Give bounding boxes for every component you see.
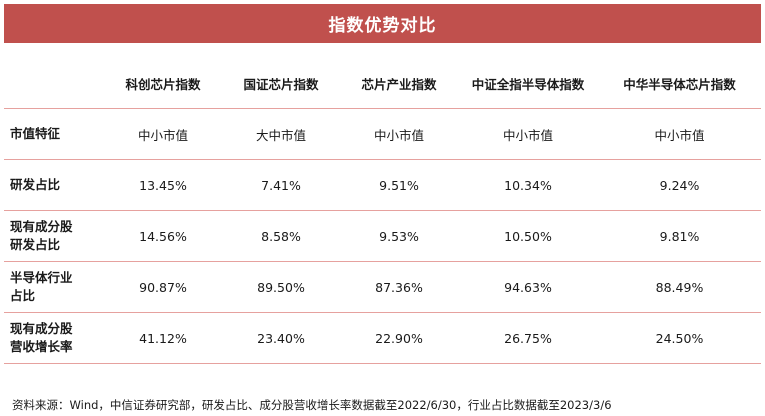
row-label-line: 营收增长率 (10, 339, 73, 354)
row-label-line: 研发占比 (10, 237, 61, 252)
column-header: 中证全指半导体指数 (458, 58, 598, 109)
column-header: 科创芯片指数 (104, 58, 222, 109)
table-cell: 8.58% (222, 210, 340, 262)
table-cell: 大中市值 (222, 108, 340, 160)
table-cell: 24.50% (598, 312, 761, 364)
table-cell: 88.49% (598, 261, 761, 313)
table-cell: 9.53% (340, 210, 458, 262)
table-cell: 41.12% (104, 312, 222, 364)
corner-cell (4, 58, 104, 109)
column-header: 中华半导体芯片指数 (598, 58, 761, 109)
table-cell: 9.51% (340, 159, 458, 211)
column-header: 芯片产业指数 (340, 58, 458, 109)
table-cell: 中小市值 (458, 108, 598, 160)
table-cell: 中小市值 (104, 108, 222, 160)
table-cell: 90.87% (104, 261, 222, 313)
table-row: 现有成分股 营收增长率 41.12% 23.40% 22.90% 26.75% … (4, 312, 761, 364)
row-label-line: 现有成分股 (10, 321, 73, 336)
table-cell: 14.56% (104, 210, 222, 262)
table-cell: 9.24% (598, 159, 761, 211)
row-label: 研发占比 (4, 159, 104, 211)
row-label: 半导体行业 占比 (4, 261, 104, 313)
table-row: 研发占比 13.45% 7.41% 9.51% 10.34% 9.24% (4, 159, 761, 211)
row-label-line: 占比 (10, 288, 36, 303)
row-label: 市值特征 (4, 108, 104, 160)
table-row: 半导体行业 占比 90.87% 89.50% 87.36% 94.63% 88.… (4, 261, 761, 313)
table-cell: 94.63% (458, 261, 598, 313)
source-note: 资料来源：Wind，中信证券研究部，研发占比、成分股营收增长率数据截至2022/… (12, 398, 612, 412)
row-label: 现有成分股 研发占比 (4, 210, 104, 262)
table-row: 市值特征 中小市值 大中市值 中小市值 中小市值 中小市值 (4, 108, 761, 160)
comparison-table: 科创芯片指数 国证芯片指数 芯片产业指数 中证全指半导体指数 中华半导体芯片指数… (4, 58, 761, 364)
row-label-line: 半导体行业 (10, 270, 73, 285)
table-cell: 9.81% (598, 210, 761, 262)
table-cell: 7.41% (222, 159, 340, 211)
table-cell: 10.50% (458, 210, 598, 262)
table-row: 现有成分股 研发占比 14.56% 8.58% 9.53% 10.50% 9.8… (4, 210, 761, 262)
column-header: 国证芯片指数 (222, 58, 340, 109)
table-cell: 23.40% (222, 312, 340, 364)
table-cell: 26.75% (458, 312, 598, 364)
row-label: 现有成分股 营收增长率 (4, 312, 104, 364)
table-cell: 22.90% (340, 312, 458, 364)
table-cell: 13.45% (104, 159, 222, 211)
table-title: 指数优势对比 (4, 4, 761, 43)
row-label-line: 现有成分股 (10, 219, 73, 234)
table-cell: 87.36% (340, 261, 458, 313)
table-cell: 中小市值 (340, 108, 458, 160)
table-cell: 89.50% (222, 261, 340, 313)
header-row: 科创芯片指数 国证芯片指数 芯片产业指数 中证全指半导体指数 中华半导体芯片指数 (4, 58, 761, 109)
table-cell: 10.34% (458, 159, 598, 211)
table-cell: 中小市值 (598, 108, 761, 160)
